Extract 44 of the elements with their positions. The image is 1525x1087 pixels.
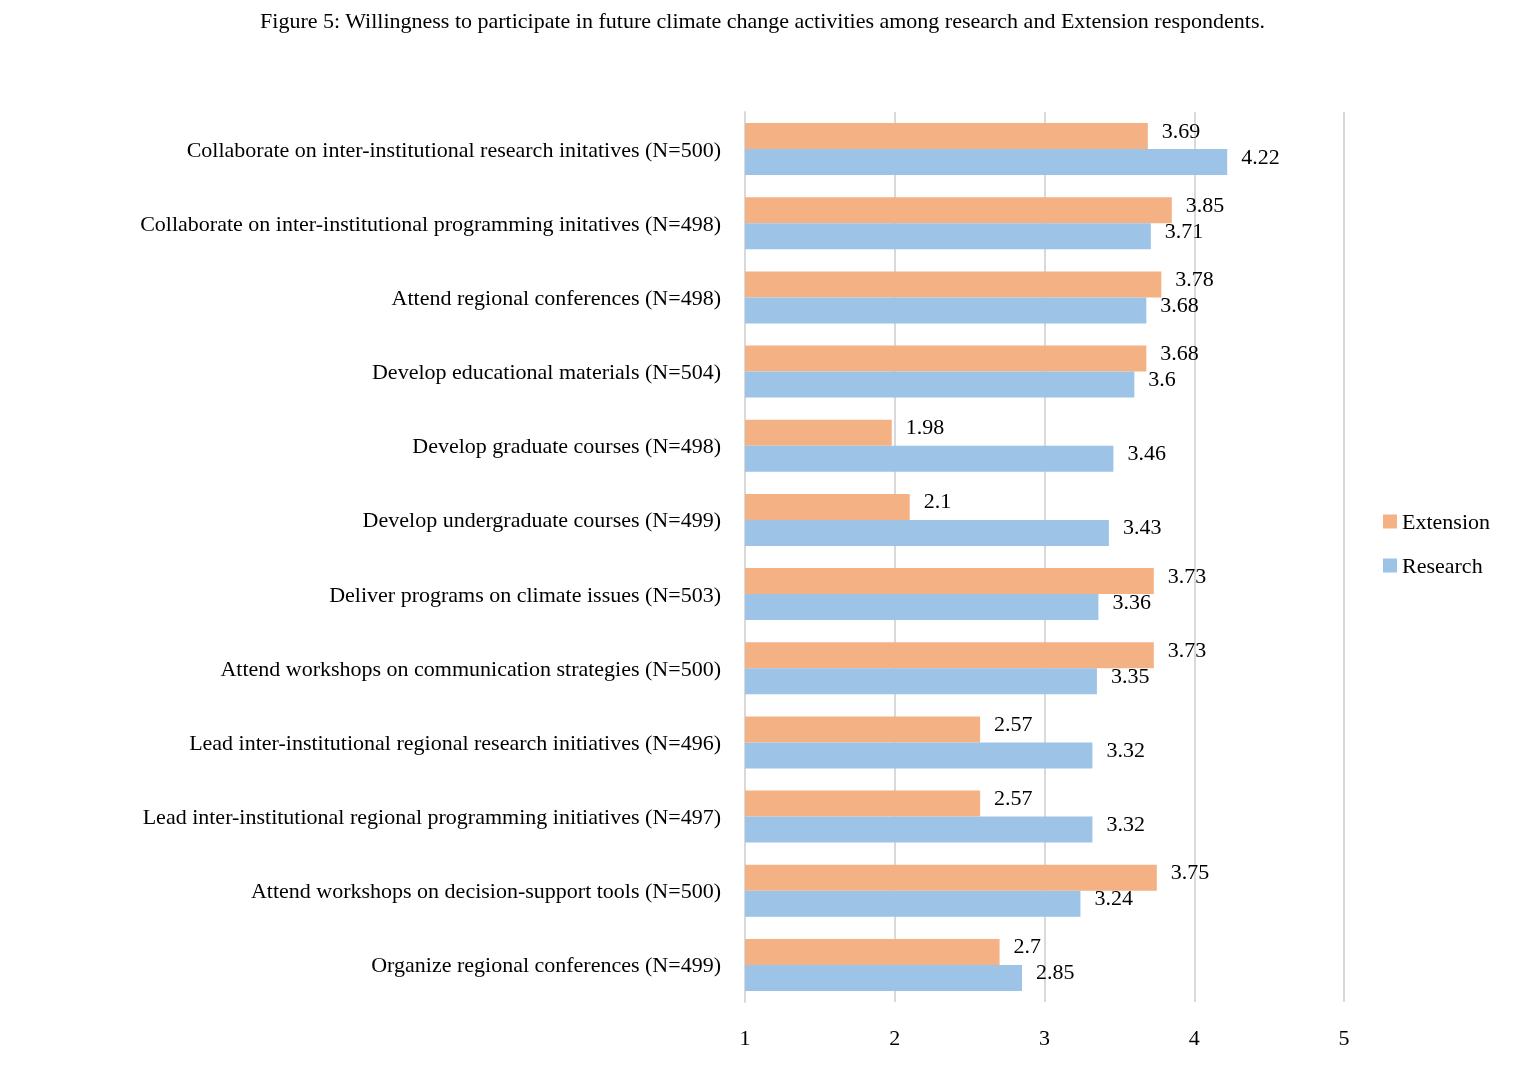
data-label: 2.57 <box>994 785 1033 811</box>
data-label: 2.1 <box>923 488 952 514</box>
y-tick-label: Organize regional conferences (N=499) <box>371 952 721 978</box>
x-tick-label: 4 <box>1188 1024 1200 1050</box>
data-label: 3.6 <box>1148 366 1176 392</box>
data-label: 3.43 <box>1122 514 1162 540</box>
data-label: 1.98 <box>905 414 945 440</box>
y-tick-label: Attend workshops on communication strategies (N=500) <box>220 655 721 681</box>
data-label: 3.69 <box>1161 117 1201 143</box>
data-label: 2.85 <box>1036 959 1075 985</box>
data-label: 3.85 <box>1185 191 1225 217</box>
data-label: 3.32 <box>1106 811 1145 837</box>
y-tick-label: Develop graduate courses (N=498) <box>412 433 721 459</box>
x-tick-label: 5 <box>1338 1024 1350 1050</box>
y-tick-label: Lead inter-institutional regional programming initiatives (N=497) <box>142 804 721 830</box>
x-tick-label: 2 <box>889 1024 901 1050</box>
data-label: 3.73 <box>1167 562 1207 588</box>
y-tick-label: Collaborate on inter-institutional programming initatives (N=498) <box>140 210 721 236</box>
y-tick-label: Deliver programs on climate issues (N=503) <box>329 581 721 607</box>
y-tick-label: Develop educational materials (N=504) <box>371 359 721 385</box>
data-label: 3.68 <box>1160 291 1199 317</box>
data-label: 4.22 <box>1241 143 1280 169</box>
data-label: 3.24 <box>1094 885 1133 911</box>
data-label: 3.75 <box>1170 859 1210 885</box>
y-tick-label: Develop undergraduate courses (N=499) <box>362 507 721 533</box>
data-label: 3.68 <box>1160 340 1199 366</box>
legend-label: Extension <box>1402 509 1491 534</box>
y-tick-label: Attend workshops on decision-support tools (N=500) <box>250 878 721 904</box>
data-label: 2.7 <box>1013 933 1042 959</box>
data-label: 3.32 <box>1106 736 1145 762</box>
y-tick-label: Collaborate on inter-institutional research initatives (N=500) <box>186 136 721 162</box>
data-label: 3.46 <box>1127 440 1166 466</box>
x-tick-label: 3 <box>1039 1024 1050 1050</box>
y-tick-label: Lead inter-institutional regional research initiatives (N=496) <box>189 729 721 755</box>
legend-label: Research <box>1402 553 1483 578</box>
data-label: 3.36 <box>1112 588 1151 614</box>
data-label: 3.78 <box>1175 265 1214 291</box>
x-tick-label: 1 <box>739 1024 751 1050</box>
y-tick-label: Attend regional conferences (N=498) <box>391 284 721 310</box>
data-label: 3.73 <box>1167 636 1207 662</box>
data-label: 3.71 <box>1164 217 1204 243</box>
data-label: 2.57 <box>994 710 1033 736</box>
chart-title: Figure 5: Willingness to participate in future climate change activities among research and Extension respondents. <box>260 7 1265 33</box>
data-label: 3.35 <box>1110 662 1150 688</box>
